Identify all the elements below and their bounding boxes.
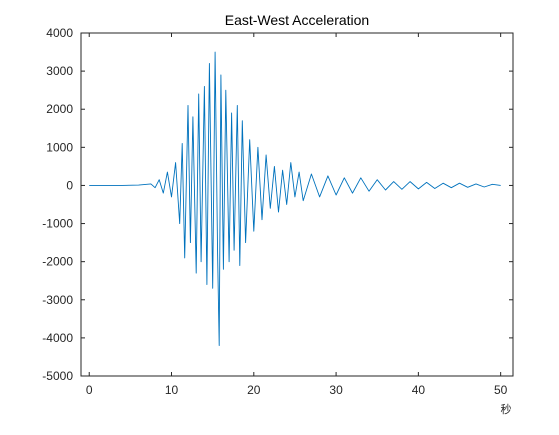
x-tick-label: 10 — [165, 383, 179, 397]
series-line-acceleration — [89, 51, 501, 346]
y-tick-label: -1000 — [42, 217, 73, 231]
x-tick-label: 40 — [412, 383, 426, 397]
x-tick-label: 0 — [86, 383, 93, 397]
x-axis-label: 秒 — [501, 402, 512, 416]
y-tick-label: 2000 — [46, 102, 73, 116]
y-tick-label: -2000 — [42, 255, 73, 269]
x-axis-ticks: 0 10 20 30 40 50 — [86, 33, 508, 397]
y-tick-label: -4000 — [42, 331, 73, 345]
axes-box — [80, 32, 514, 377]
y-tick-label: 4000 — [46, 26, 73, 40]
y-tick-label: 1000 — [46, 140, 73, 154]
y-tick-label: -3000 — [42, 293, 73, 307]
y-tick-label: 3000 — [46, 64, 73, 78]
y-tick-label: -5000 — [42, 369, 73, 383]
plot-area — [80, 32, 514, 377]
x-tick-label: 20 — [247, 383, 261, 397]
y-tick-label: 0 — [66, 178, 73, 192]
y-axis-ticks: -5000 -4000 -3000 -2000 -1000 0 1000 2000 3000 40… — [42, 26, 513, 383]
x-tick-label: 30 — [329, 383, 343, 397]
chart-title: East-West Acceleration — [225, 12, 369, 28]
x-tick-label: 50 — [494, 383, 508, 397]
